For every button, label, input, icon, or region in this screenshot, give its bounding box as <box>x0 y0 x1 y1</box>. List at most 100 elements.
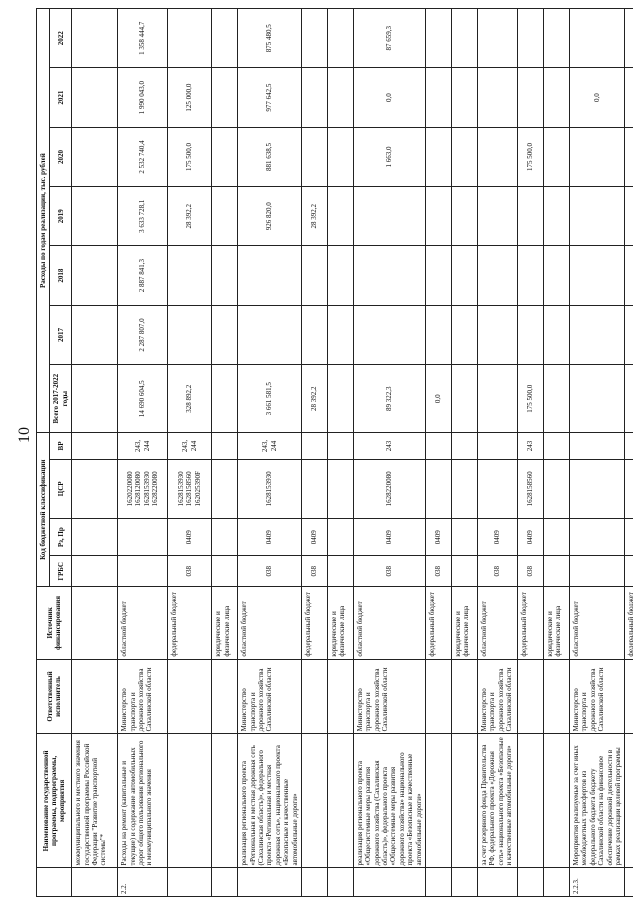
cell-y2020 <box>71 127 118 187</box>
budget-table: Наименование государственной программы, … <box>36 8 633 897</box>
cell-no <box>543 867 570 897</box>
cell-vr <box>71 432 118 460</box>
cell-y2021: 125 000,0 <box>167 67 212 128</box>
cell-source: федеральный бюджет <box>167 586 212 660</box>
cell-y2018 <box>211 245 238 306</box>
header-total: Всего 2017-2022 годы <box>49 364 72 433</box>
cell-rzpr <box>543 518 570 556</box>
cell-csr: 1628158560 <box>517 459 544 519</box>
cell-rzpr <box>327 518 354 556</box>
cell-csr <box>569 459 625 519</box>
cell-y2017 <box>543 305 570 365</box>
cell-total: 3 661 581,5 <box>237 364 302 433</box>
cell-rzpr <box>211 518 238 556</box>
cell-y2017 <box>71 305 118 365</box>
cell-executor <box>301 659 328 734</box>
cell-name <box>624 733 633 868</box>
cell-y2018 <box>327 245 354 306</box>
cell-executor <box>624 659 633 734</box>
cell-y2018 <box>353 245 426 306</box>
cell-y2021: 977 642,5 <box>237 67 302 128</box>
cell-grbs: 038 <box>517 555 544 587</box>
cell-rzpr: 0409 <box>477 518 518 556</box>
cell-y2022 <box>425 8 452 68</box>
cell-vr: 243 <box>517 432 544 460</box>
cell-grbs: 038 <box>624 555 633 587</box>
cell-y2019 <box>327 186 354 246</box>
cell-no <box>211 867 238 897</box>
cell-y2021: 0,0 <box>353 67 426 128</box>
cell-y2021 <box>451 67 478 128</box>
cell-y2020: 1 663,0 <box>353 127 426 187</box>
cell-csr <box>425 459 452 519</box>
cell-csr <box>71 459 118 519</box>
table-row: федеральный бюджет0380409162025390F24412… <box>624 8 633 897</box>
cell-y2022 <box>211 8 238 68</box>
cell-y2022 <box>327 8 354 68</box>
cell-rzpr: 0409 <box>237 518 302 556</box>
cell-total: 328 892,2 <box>167 364 212 433</box>
cell-y2021 <box>517 67 544 128</box>
cell-y2020: 175 500,0 <box>517 127 544 187</box>
cell-vr <box>327 432 354 460</box>
table-row: федеральный бюджет 038 0409 28 392,2 28 392,… <box>301 8 328 897</box>
header-vr: ВР <box>49 432 72 460</box>
cell-y2021 <box>425 67 452 128</box>
cell-y2021: 0,0 <box>569 67 625 128</box>
cell-y2020 <box>211 127 238 187</box>
header-year: 2022 <box>49 8 72 68</box>
cell-grbs <box>569 555 625 587</box>
cell-y2018 <box>543 245 570 306</box>
table-row: юридические и физические лица <box>543 8 570 897</box>
cell-y2022 <box>517 8 544 68</box>
cell-y2020 <box>327 127 354 187</box>
header-budget-class: Код бюджетной классификации <box>36 432 50 587</box>
cell-total <box>543 364 570 433</box>
cell-grbs <box>211 555 238 587</box>
cell-executor <box>451 659 478 734</box>
cell-y2022: 87 659,3 <box>353 8 426 68</box>
cell-total <box>211 364 238 433</box>
cell-y2018 <box>425 245 452 306</box>
header-expenses: Расходы по годам реализации, тыс. рублей <box>36 8 50 433</box>
cell-vr: 243, 244 <box>237 432 302 460</box>
cell-y2022 <box>624 8 633 68</box>
header-rzpr: Рз, Пр <box>49 518 72 556</box>
cell-csr: 162025390F <box>624 459 633 519</box>
cell-source: областной бюджет <box>569 586 625 660</box>
cell-name: межмуниципального и местного значения го… <box>71 733 118 868</box>
cell-y2019 <box>211 186 238 246</box>
cell-y2020 <box>301 127 328 187</box>
cell-y2018 <box>71 245 118 306</box>
cell-y2020 <box>451 127 478 187</box>
cell-executor: Министерство транспорта и дорожного хозя… <box>569 659 625 734</box>
rotated-page: Наименование государственной программы, … <box>36 8 633 897</box>
cell-y2018 <box>517 245 544 306</box>
cell-grbs <box>327 555 354 587</box>
cell-y2017 <box>211 305 238 365</box>
cell-vr <box>477 432 518 460</box>
cell-y2019: 28 392,2 <box>167 186 212 246</box>
table-row: межмуниципального и местного значения го… <box>71 8 118 897</box>
cell-source: областной бюджет <box>117 586 168 660</box>
table-row: 2.2. Расходы на ремонт (капитальные и тек… <box>117 8 168 897</box>
cell-y2019 <box>543 186 570 246</box>
cell-y2021: 125 000,0 <box>624 67 633 128</box>
cell-y2019: 3 633 728,1 <box>117 186 168 246</box>
cell-y2018 <box>624 245 633 306</box>
cell-rzpr <box>451 518 478 556</box>
cell-source <box>71 586 118 660</box>
cell-executor: Министерство транспорта и дорожного хозя… <box>117 659 168 734</box>
cell-y2017 <box>569 305 625 365</box>
cell-executor <box>71 659 118 734</box>
cell-total: 175 500,0 <box>517 364 544 433</box>
cell-y2020 <box>543 127 570 187</box>
cell-y2020 <box>569 127 625 187</box>
cell-executor: Министерство транспорта и дорожного хозя… <box>477 659 518 734</box>
cell-y2017 <box>451 305 478 365</box>
cell-grbs: 038 <box>237 555 302 587</box>
cell-total <box>327 364 354 433</box>
cell-y2022 <box>71 8 118 68</box>
table-row: юридические и физические лица <box>327 8 354 897</box>
cell-y2018: 2 887 841,3 <box>117 245 168 306</box>
